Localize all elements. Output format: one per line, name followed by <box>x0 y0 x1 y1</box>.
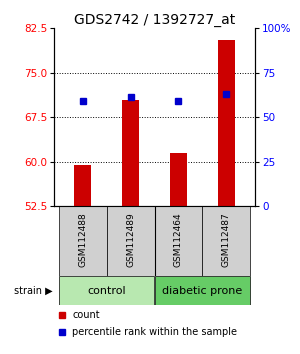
Bar <box>154 276 250 305</box>
Bar <box>59 206 106 276</box>
Bar <box>218 40 235 206</box>
Text: strain ▶: strain ▶ <box>14 286 53 296</box>
Bar <box>154 206 202 276</box>
Text: diabetic prone: diabetic prone <box>162 286 242 296</box>
Text: GSM112488: GSM112488 <box>78 212 87 267</box>
Text: count: count <box>72 310 100 320</box>
Bar <box>106 206 154 276</box>
Bar <box>202 206 250 276</box>
Bar <box>59 276 154 305</box>
Text: GSM112464: GSM112464 <box>174 213 183 267</box>
Bar <box>74 165 91 206</box>
Bar <box>122 99 139 206</box>
Text: GSM112487: GSM112487 <box>222 212 231 267</box>
Bar <box>170 153 187 206</box>
Text: control: control <box>87 286 126 296</box>
Text: GSM112489: GSM112489 <box>126 212 135 267</box>
Text: percentile rank within the sample: percentile rank within the sample <box>72 327 237 337</box>
Title: GDS2742 / 1392727_at: GDS2742 / 1392727_at <box>74 13 235 27</box>
